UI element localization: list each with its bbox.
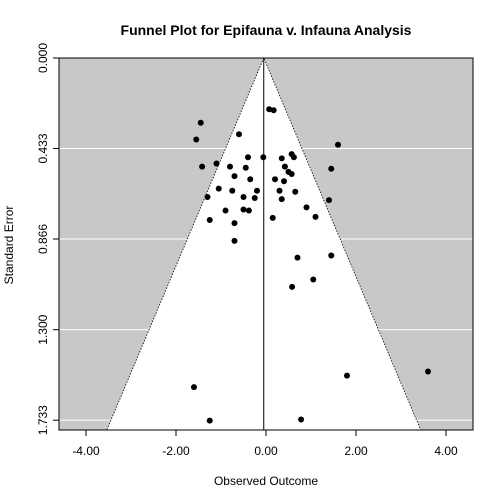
data-point <box>290 154 297 161</box>
data-point <box>240 193 247 200</box>
data-point <box>303 204 310 211</box>
data-point <box>278 155 285 162</box>
data-point <box>312 213 319 220</box>
x-tick-label: 4.00 <box>434 444 458 458</box>
data-point <box>231 220 238 227</box>
data-point <box>278 196 285 203</box>
data-point <box>213 160 220 167</box>
data-point <box>245 207 252 214</box>
x-axis: -4.00 -2.00 0.00 2.00 4.00 <box>72 430 458 458</box>
y-tick-label: 1.300 <box>36 314 50 344</box>
data-point <box>254 187 260 194</box>
data-point <box>281 178 287 185</box>
data-point <box>227 163 233 170</box>
data-point <box>425 368 431 375</box>
data-point <box>344 372 350 379</box>
data-point <box>199 163 206 170</box>
data-point <box>270 107 277 114</box>
x-tick-label: -4.00 <box>72 444 100 458</box>
y-tick-label: 0.433 <box>36 133 50 163</box>
data-point <box>236 131 242 138</box>
x-tick-label: -2.00 <box>162 444 190 458</box>
data-points <box>191 106 431 424</box>
x-axis-label: Observed Outcome <box>214 474 318 488</box>
data-point <box>247 176 254 183</box>
data-point <box>326 197 332 204</box>
data-point <box>206 417 213 424</box>
data-point <box>206 216 213 223</box>
data-point <box>191 384 197 391</box>
data-point <box>272 176 278 183</box>
y-axis: 0.000 0.433 0.866 1.300 1.733 <box>36 43 59 435</box>
data-point <box>260 154 267 161</box>
data-point <box>240 206 247 213</box>
data-point <box>335 141 341 148</box>
data-point <box>231 173 238 180</box>
data-point <box>229 187 236 194</box>
data-point <box>292 188 299 195</box>
data-point <box>281 163 288 170</box>
data-point <box>269 214 276 221</box>
data-point <box>197 119 204 126</box>
chart-title: Funnel Plot for Epifauna v. Infauna Anal… <box>121 22 412 38</box>
data-point <box>276 187 283 194</box>
y-tick-label: 0.866 <box>36 224 50 254</box>
data-point <box>328 165 335 172</box>
data-point <box>215 185 222 192</box>
plot-area <box>59 56 473 431</box>
data-point <box>245 154 251 161</box>
data-point <box>289 283 296 290</box>
data-point <box>298 416 305 423</box>
data-point <box>222 207 229 214</box>
data-point <box>294 254 301 261</box>
y-tick-label: 0.000 <box>36 43 50 73</box>
data-point <box>266 106 273 113</box>
data-point <box>310 276 317 283</box>
data-point <box>251 195 258 202</box>
data-point <box>193 136 200 143</box>
data-point <box>328 252 335 259</box>
y-axis-label: Standard Error <box>2 206 16 285</box>
data-point <box>242 164 249 171</box>
data-point <box>288 170 295 177</box>
data-point <box>204 193 211 200</box>
x-tick-label: 0.00 <box>254 444 278 458</box>
y-tick-label: 1.733 <box>36 405 50 435</box>
x-tick-label: 2.00 <box>344 444 368 458</box>
data-point <box>231 237 238 244</box>
